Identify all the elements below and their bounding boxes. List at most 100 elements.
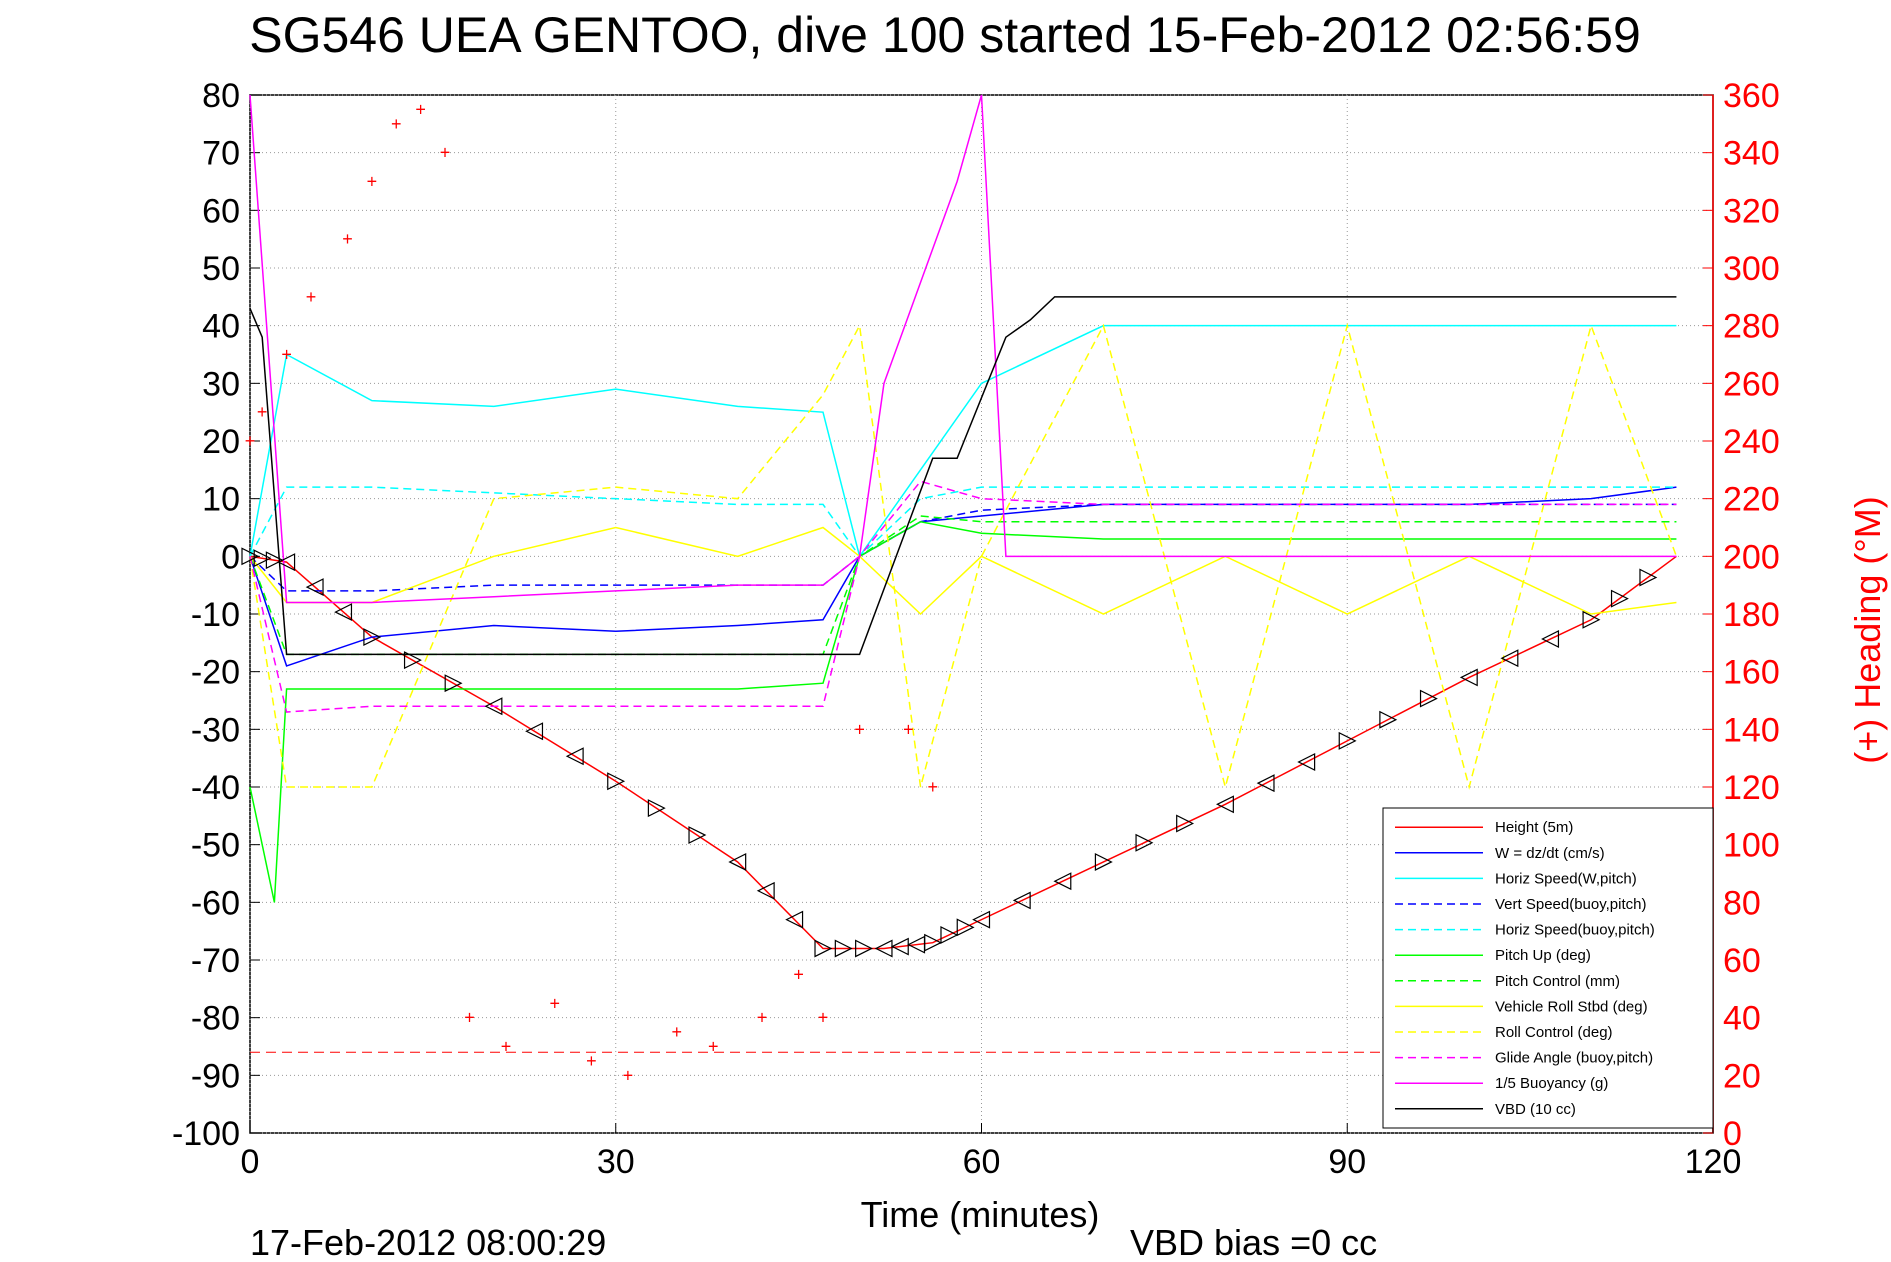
y-tick-label: 80 bbox=[202, 77, 240, 115]
legend: Height (5m) W = dz/dt (cm/s) Horiz Speed(W… bbox=[1382, 807, 1714, 1129]
heading-point: + bbox=[927, 777, 938, 797]
depth-marker bbox=[1419, 689, 1438, 708]
depth-marker bbox=[1256, 774, 1275, 793]
depth-marker bbox=[1176, 814, 1195, 833]
legend-label: Roll Control (deg) bbox=[1495, 1024, 1613, 1041]
series-line bbox=[249, 486, 1677, 558]
depth-marker bbox=[607, 772, 626, 791]
depth-marker bbox=[277, 553, 296, 572]
depth-marker bbox=[334, 603, 353, 622]
legend-label: VBD (10 cc) bbox=[1495, 1101, 1576, 1118]
depth-marker bbox=[1094, 852, 1113, 871]
y-tick-label: -80 bbox=[191, 1000, 240, 1038]
y2-tick-label: 40 bbox=[1723, 1000, 1761, 1038]
y-tick-label: 70 bbox=[202, 135, 240, 173]
y2-tick-label: 60 bbox=[1723, 942, 1761, 980]
heading-point: + bbox=[757, 1008, 768, 1028]
depth-marker bbox=[1297, 753, 1316, 771]
y-tick-label: -70 bbox=[191, 942, 240, 980]
heading-point: + bbox=[281, 345, 292, 365]
y-tick-label: -10 bbox=[191, 596, 240, 634]
depth-marker bbox=[1338, 731, 1357, 750]
depth-marker bbox=[1135, 833, 1154, 852]
heading-point: + bbox=[708, 1037, 719, 1057]
heading-point: + bbox=[257, 402, 268, 422]
y-tick-label: 10 bbox=[202, 481, 240, 519]
heading-point: + bbox=[367, 172, 378, 192]
y-tick-label: -40 bbox=[191, 769, 240, 807]
y2-tick-label: 360 bbox=[1723, 77, 1780, 115]
depth-marker bbox=[363, 628, 382, 647]
y-tick-label: -50 bbox=[191, 827, 240, 865]
depth-marker bbox=[956, 918, 975, 937]
y2-tick-label: 200 bbox=[1723, 538, 1780, 576]
depth-marker bbox=[484, 697, 503, 716]
y2-tick-label: 180 bbox=[1723, 596, 1780, 634]
y-tick-label: -90 bbox=[191, 1057, 240, 1095]
legend-label: W = dz/dt (cm/s) bbox=[1495, 845, 1605, 862]
heading-point: + bbox=[245, 431, 256, 451]
legend-label: 1/5 Buoyancy (g) bbox=[1495, 1075, 1608, 1092]
heading-point: + bbox=[903, 719, 914, 739]
y2-tick-label: 240 bbox=[1723, 423, 1780, 461]
y2-tick-label: 260 bbox=[1723, 365, 1780, 403]
x-tick-label: 30 bbox=[597, 1143, 635, 1181]
heading-point: + bbox=[818, 1008, 829, 1028]
depth-marker bbox=[890, 937, 909, 956]
depth-marker bbox=[241, 547, 260, 566]
x-tick-label: 90 bbox=[1328, 1143, 1366, 1181]
depth-marker bbox=[855, 939, 873, 958]
legend-box bbox=[1382, 807, 1714, 1129]
series-line bbox=[249, 322, 1678, 790]
depth-marker bbox=[265, 551, 284, 570]
y2-tick-label: 120 bbox=[1723, 769, 1780, 807]
y-tick-label: 50 bbox=[202, 250, 240, 288]
x-axis-label: Time (minutes) bbox=[861, 1194, 1100, 1235]
depth-marker bbox=[525, 722, 544, 741]
depth-marker bbox=[253, 549, 272, 568]
depth-marker bbox=[1053, 872, 1072, 891]
depth-marker bbox=[688, 826, 707, 845]
y-tick-label: -60 bbox=[191, 884, 240, 922]
series-layer: ++++++++++++++++++++ ++ bbox=[245, 94, 1713, 1085]
y-axis-right: 3603403203002802602402202001801601401201… bbox=[1703, 77, 1780, 1153]
y2-tick-label: 340 bbox=[1723, 135, 1780, 173]
heading-point: + bbox=[306, 287, 317, 307]
series-line bbox=[249, 526, 1677, 616]
heading-point: + bbox=[415, 99, 426, 119]
depth-markers bbox=[241, 547, 1658, 958]
heading-point: + bbox=[623, 1065, 634, 1085]
depth-marker bbox=[756, 881, 775, 900]
depth-marker bbox=[305, 578, 324, 597]
series-line bbox=[249, 480, 1677, 713]
depth-marker bbox=[444, 674, 463, 693]
depth-marker bbox=[403, 651, 422, 670]
legend-label: Pitch Control (mm) bbox=[1495, 973, 1620, 990]
legend-label: Pitch Up (deg) bbox=[1495, 947, 1591, 964]
heading-point: + bbox=[793, 964, 804, 984]
legend-label: Vehicle Roll Stbd (deg) bbox=[1495, 998, 1648, 1015]
legend-label: Vert Speed(buoy,pitch) bbox=[1495, 896, 1646, 913]
heading-point: + bbox=[586, 1051, 597, 1071]
series-line bbox=[249, 94, 1677, 604]
y-tick-label: -100 bbox=[172, 1115, 240, 1153]
y-tick-label: 20 bbox=[202, 423, 240, 461]
depth-marker bbox=[728, 852, 747, 871]
heading-point: + bbox=[391, 114, 402, 134]
depth-marker bbox=[1215, 795, 1234, 814]
depth-marker bbox=[1610, 589, 1629, 608]
y2-tick-label: 0 bbox=[1723, 1115, 1742, 1153]
chart-title: SG546 UEA GENTOO, dive 100 started 15-Fe… bbox=[249, 7, 1641, 63]
y-axis-left: 80 70 60 50 40 30 20 10 0 -10 -20 -30 -40 -50 -60 -70 -8… bbox=[172, 77, 260, 1153]
y-tick-label: 40 bbox=[202, 308, 240, 346]
x-tick-label: 0 bbox=[241, 1143, 260, 1181]
y2-tick-label: 100 bbox=[1723, 827, 1780, 865]
depth-marker bbox=[924, 933, 943, 952]
heading-point: + bbox=[671, 1022, 682, 1042]
y2-tick-label: 320 bbox=[1723, 192, 1780, 230]
footer-timestamp: 17-Feb-2012 08:00:29 bbox=[250, 1222, 606, 1262]
y-tick-label: -20 bbox=[191, 654, 240, 692]
depth-marker bbox=[785, 910, 804, 929]
y2-tick-label: 280 bbox=[1723, 308, 1780, 346]
